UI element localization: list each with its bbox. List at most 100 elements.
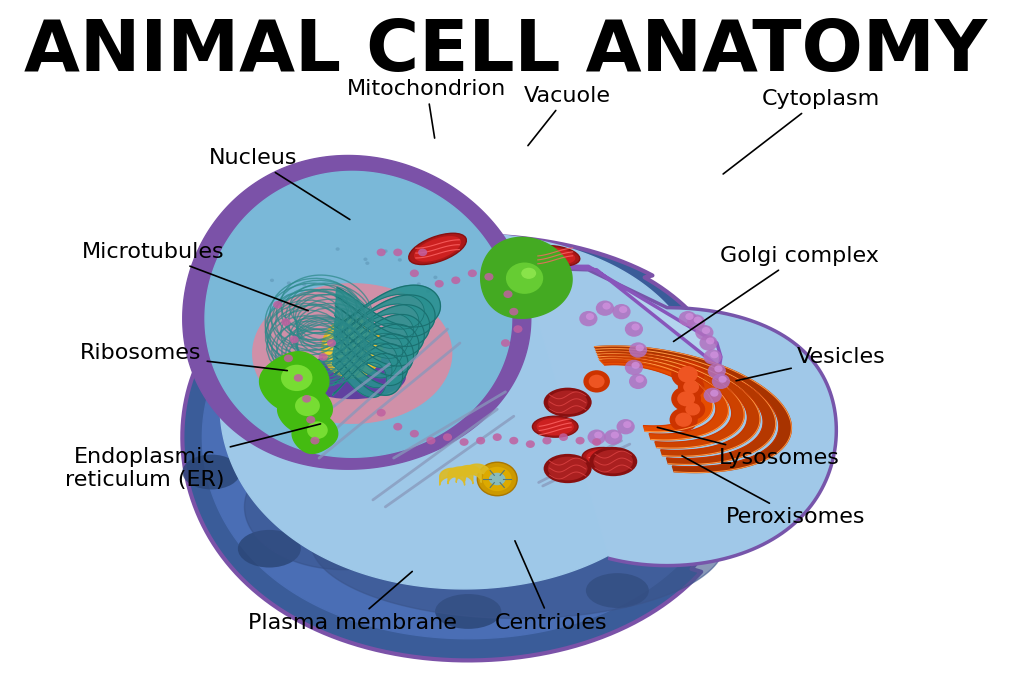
Ellipse shape [298,354,406,399]
Ellipse shape [393,423,402,430]
Text: Cytoplasm: Cytoplasm [723,89,880,174]
Ellipse shape [500,340,511,347]
Text: Vacuole: Vacuole [524,85,611,146]
Ellipse shape [692,368,742,395]
Ellipse shape [460,438,469,446]
Ellipse shape [605,430,623,444]
Ellipse shape [675,412,693,427]
Ellipse shape [678,311,697,326]
Ellipse shape [290,343,296,347]
Ellipse shape [586,449,624,467]
Ellipse shape [587,430,606,444]
Ellipse shape [694,316,702,323]
Ellipse shape [702,327,710,334]
Ellipse shape [636,344,644,351]
Ellipse shape [526,440,535,448]
Polygon shape [292,414,338,454]
Ellipse shape [410,257,415,260]
Ellipse shape [531,246,579,266]
Ellipse shape [325,361,329,365]
Ellipse shape [477,462,517,496]
Ellipse shape [289,336,299,344]
Ellipse shape [476,437,485,444]
Ellipse shape [625,321,643,337]
Text: Lysosomes: Lysosomes [657,428,839,468]
Ellipse shape [327,340,336,347]
Ellipse shape [632,323,640,330]
Ellipse shape [677,366,698,383]
Ellipse shape [589,447,637,476]
Ellipse shape [388,330,393,334]
Ellipse shape [203,354,269,395]
Polygon shape [522,262,721,368]
Text: Peroxisomes: Peroxisomes [682,456,865,527]
Ellipse shape [686,314,706,330]
Ellipse shape [324,271,365,296]
Ellipse shape [677,376,705,398]
Ellipse shape [321,317,383,379]
Ellipse shape [617,419,635,435]
Ellipse shape [492,433,501,441]
Ellipse shape [319,339,326,343]
Ellipse shape [264,328,268,330]
Ellipse shape [603,302,611,309]
Ellipse shape [443,433,452,441]
Ellipse shape [365,262,369,265]
Ellipse shape [306,416,315,423]
Text: Microtubules: Microtubules [82,242,308,311]
Ellipse shape [397,258,402,262]
Ellipse shape [680,399,706,420]
Ellipse shape [417,282,421,286]
Ellipse shape [342,363,347,368]
Ellipse shape [715,365,723,372]
Ellipse shape [710,351,719,358]
Polygon shape [260,351,329,411]
Ellipse shape [320,344,327,348]
Ellipse shape [586,573,649,608]
Ellipse shape [696,325,714,340]
Ellipse shape [341,302,345,306]
Ellipse shape [302,283,306,286]
Polygon shape [333,354,402,398]
Polygon shape [336,295,435,339]
Polygon shape [220,233,708,589]
Ellipse shape [613,304,631,319]
Polygon shape [594,346,792,473]
Polygon shape [336,285,441,329]
Ellipse shape [281,352,287,356]
Ellipse shape [393,248,402,256]
Ellipse shape [625,360,643,375]
Ellipse shape [708,363,726,379]
Ellipse shape [337,374,341,377]
Ellipse shape [383,249,387,253]
Polygon shape [596,351,760,456]
Ellipse shape [559,433,568,441]
Polygon shape [310,465,725,618]
Ellipse shape [514,326,523,333]
Ellipse shape [350,329,371,343]
Ellipse shape [595,300,614,316]
Ellipse shape [710,390,719,397]
Polygon shape [599,356,728,440]
Text: Mitochondrion: Mitochondrion [347,78,507,138]
Ellipse shape [510,437,519,444]
Ellipse shape [706,337,715,344]
Ellipse shape [310,437,319,444]
Ellipse shape [544,388,591,417]
Ellipse shape [619,306,627,313]
Polygon shape [595,349,775,464]
Ellipse shape [284,336,288,340]
Ellipse shape [410,332,417,336]
Polygon shape [600,359,713,432]
Ellipse shape [299,351,304,356]
Ellipse shape [489,473,506,485]
Ellipse shape [409,430,419,438]
Ellipse shape [287,360,293,364]
Ellipse shape [544,454,591,483]
Ellipse shape [611,432,619,438]
Text: Centrioles: Centrioles [494,541,608,634]
Text: Plasma membrane: Plasma membrane [248,571,457,634]
Ellipse shape [377,409,386,416]
Ellipse shape [579,311,598,326]
Ellipse shape [533,416,578,438]
